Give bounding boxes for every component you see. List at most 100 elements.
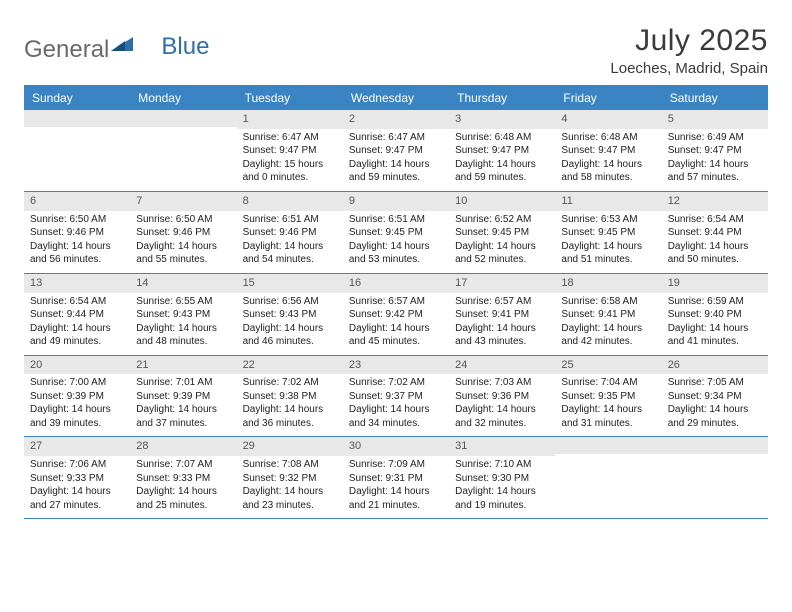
- sunset-text: Sunset: 9:47 PM: [668, 144, 762, 158]
- daylight-text: Daylight: 14 hours and 37 minutes.: [136, 403, 230, 430]
- daylight-text: Daylight: 14 hours and 57 minutes.: [668, 158, 762, 185]
- day-body: Sunrise: 6:57 AMSunset: 9:42 PMDaylight:…: [343, 293, 449, 355]
- logo-triangle-icon: [111, 30, 133, 58]
- daylight-text: Daylight: 14 hours and 41 minutes.: [668, 322, 762, 349]
- day-cell: 3Sunrise: 6:48 AMSunset: 9:47 PMDaylight…: [449, 110, 555, 191]
- daylight-text: Daylight: 14 hours and 32 minutes.: [455, 403, 549, 430]
- sunset-text: Sunset: 9:44 PM: [30, 308, 124, 322]
- sunrise-text: Sunrise: 7:00 AM: [30, 376, 124, 390]
- day-cell: 21Sunrise: 7:01 AMSunset: 9:39 PMDayligh…: [130, 356, 236, 437]
- daylight-text: Daylight: 15 hours and 0 minutes.: [243, 158, 337, 185]
- sunset-text: Sunset: 9:33 PM: [136, 472, 230, 486]
- day-number: 31: [449, 437, 555, 456]
- day-body: Sunrise: 6:47 AMSunset: 9:47 PMDaylight:…: [343, 129, 449, 191]
- sunset-text: Sunset: 9:43 PM: [243, 308, 337, 322]
- day-body: Sunrise: 6:48 AMSunset: 9:47 PMDaylight:…: [449, 129, 555, 191]
- day-body: Sunrise: 6:59 AMSunset: 9:40 PMDaylight:…: [662, 293, 768, 355]
- day-number: 12: [662, 192, 768, 211]
- sunset-text: Sunset: 9:39 PM: [30, 390, 124, 404]
- sunrise-text: Sunrise: 6:50 AM: [30, 213, 124, 227]
- day-body: Sunrise: 7:10 AMSunset: 9:30 PMDaylight:…: [449, 456, 555, 518]
- sunrise-text: Sunrise: 6:47 AM: [349, 131, 443, 145]
- day-body: Sunrise: 6:50 AMSunset: 9:46 PMDaylight:…: [130, 211, 236, 273]
- day-number: 4: [555, 110, 661, 129]
- daylight-text: Daylight: 14 hours and 51 minutes.: [561, 240, 655, 267]
- day-cell: 19Sunrise: 6:59 AMSunset: 9:40 PMDayligh…: [662, 274, 768, 355]
- sunset-text: Sunset: 9:47 PM: [455, 144, 549, 158]
- day-cell: 10Sunrise: 6:52 AMSunset: 9:45 PMDayligh…: [449, 192, 555, 273]
- sunrise-text: Sunrise: 7:04 AM: [561, 376, 655, 390]
- day-number: 26: [662, 356, 768, 375]
- sunset-text: Sunset: 9:44 PM: [668, 226, 762, 240]
- sunset-text: Sunset: 9:39 PM: [136, 390, 230, 404]
- day-body: Sunrise: 6:51 AMSunset: 9:45 PMDaylight:…: [343, 211, 449, 273]
- daylight-text: Daylight: 14 hours and 36 minutes.: [243, 403, 337, 430]
- day-number: 21: [130, 356, 236, 375]
- sunrise-text: Sunrise: 7:02 AM: [349, 376, 443, 390]
- day-cell: 25Sunrise: 7:04 AMSunset: 9:35 PMDayligh…: [555, 356, 661, 437]
- day-cell: 30Sunrise: 7:09 AMSunset: 9:31 PMDayligh…: [343, 437, 449, 518]
- sunrise-text: Sunrise: 6:58 AM: [561, 295, 655, 309]
- sunrise-text: Sunrise: 7:07 AM: [136, 458, 230, 472]
- day-body: Sunrise: 7:07 AMSunset: 9:33 PMDaylight:…: [130, 456, 236, 518]
- day-number: 18: [555, 274, 661, 293]
- day-number: 9: [343, 192, 449, 211]
- daylight-text: Daylight: 14 hours and 53 minutes.: [349, 240, 443, 267]
- daylight-text: Daylight: 14 hours and 59 minutes.: [455, 158, 549, 185]
- day-cell: 2Sunrise: 6:47 AMSunset: 9:47 PMDaylight…: [343, 110, 449, 191]
- daylight-text: Daylight: 14 hours and 27 minutes.: [30, 485, 124, 512]
- day-body: Sunrise: 6:58 AMSunset: 9:41 PMDaylight:…: [555, 293, 661, 355]
- day-number: 24: [449, 356, 555, 375]
- day-body: Sunrise: 7:00 AMSunset: 9:39 PMDaylight:…: [24, 374, 130, 436]
- day-body: Sunrise: 7:05 AMSunset: 9:34 PMDaylight:…: [662, 374, 768, 436]
- daylight-text: Daylight: 14 hours and 56 minutes.: [30, 240, 124, 267]
- sunset-text: Sunset: 9:35 PM: [561, 390, 655, 404]
- day-cell: 18Sunrise: 6:58 AMSunset: 9:41 PMDayligh…: [555, 274, 661, 355]
- dow-cell: Tuesday: [237, 87, 343, 110]
- day-body: Sunrise: 6:56 AMSunset: 9:43 PMDaylight:…: [237, 293, 343, 355]
- day-cell: 17Sunrise: 6:57 AMSunset: 9:41 PMDayligh…: [449, 274, 555, 355]
- sunrise-text: Sunrise: 6:59 AM: [668, 295, 762, 309]
- day-body: Sunrise: 6:47 AMSunset: 9:47 PMDaylight:…: [237, 129, 343, 191]
- sunrise-text: Sunrise: 6:56 AM: [243, 295, 337, 309]
- day-body: Sunrise: 6:50 AMSunset: 9:46 PMDaylight:…: [24, 211, 130, 273]
- day-number: 3: [449, 110, 555, 129]
- logo: General Blue: [24, 24, 209, 70]
- page-title: July 2025: [610, 24, 768, 58]
- sunset-text: Sunset: 9:37 PM: [349, 390, 443, 404]
- day-body: Sunrise: 6:51 AMSunset: 9:46 PMDaylight:…: [237, 211, 343, 273]
- sunset-text: Sunset: 9:36 PM: [455, 390, 549, 404]
- day-cell: [130, 110, 236, 191]
- day-number: 20: [24, 356, 130, 375]
- day-cell: 20Sunrise: 7:00 AMSunset: 9:39 PMDayligh…: [24, 356, 130, 437]
- day-body: Sunrise: 7:03 AMSunset: 9:36 PMDaylight:…: [449, 374, 555, 436]
- day-cell: 13Sunrise: 6:54 AMSunset: 9:44 PMDayligh…: [24, 274, 130, 355]
- sunrise-text: Sunrise: 6:48 AM: [455, 131, 549, 145]
- title-block: July 2025 Loeches, Madrid, Spain: [610, 24, 768, 77]
- sunset-text: Sunset: 9:31 PM: [349, 472, 443, 486]
- daylight-text: Daylight: 14 hours and 21 minutes.: [349, 485, 443, 512]
- day-body: Sunrise: 7:06 AMSunset: 9:33 PMDaylight:…: [24, 456, 130, 518]
- sunrise-text: Sunrise: 7:01 AM: [136, 376, 230, 390]
- day-number: 10: [449, 192, 555, 211]
- day-number: 28: [130, 437, 236, 456]
- sunset-text: Sunset: 9:47 PM: [349, 144, 443, 158]
- sunrise-text: Sunrise: 6:53 AM: [561, 213, 655, 227]
- day-cell: 6Sunrise: 6:50 AMSunset: 9:46 PMDaylight…: [24, 192, 130, 273]
- dow-cell: Friday: [555, 87, 661, 110]
- day-body: Sunrise: 7:02 AMSunset: 9:38 PMDaylight:…: [237, 374, 343, 436]
- sunrise-text: Sunrise: 7:10 AM: [455, 458, 549, 472]
- day-cell: 31Sunrise: 7:10 AMSunset: 9:30 PMDayligh…: [449, 437, 555, 518]
- day-body: Sunrise: 6:57 AMSunset: 9:41 PMDaylight:…: [449, 293, 555, 355]
- location-label: Loeches, Madrid, Spain: [610, 60, 768, 77]
- day-number: 29: [237, 437, 343, 456]
- sunset-text: Sunset: 9:30 PM: [455, 472, 549, 486]
- day-cell: [662, 437, 768, 518]
- day-cell: 27Sunrise: 7:06 AMSunset: 9:33 PMDayligh…: [24, 437, 130, 518]
- day-body: Sunrise: 6:53 AMSunset: 9:45 PMDaylight:…: [555, 211, 661, 273]
- day-cell: 26Sunrise: 7:05 AMSunset: 9:34 PMDayligh…: [662, 356, 768, 437]
- day-number: 17: [449, 274, 555, 293]
- sunrise-text: Sunrise: 6:51 AM: [243, 213, 337, 227]
- sunrise-text: Sunrise: 7:02 AM: [243, 376, 337, 390]
- daylight-text: Daylight: 14 hours and 46 minutes.: [243, 322, 337, 349]
